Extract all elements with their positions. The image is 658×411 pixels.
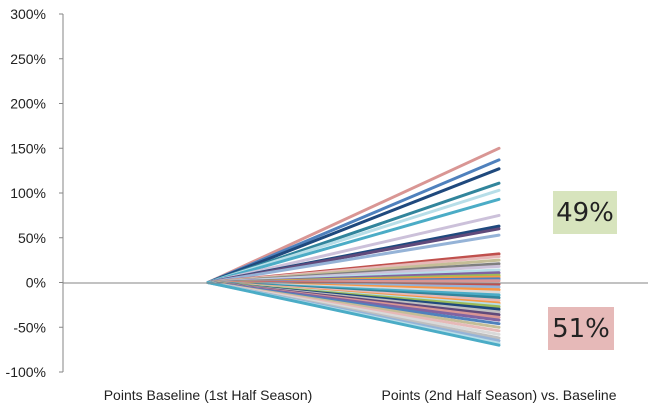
y-tick-label: 50% (18, 230, 46, 246)
y-tick-label: -50% (13, 319, 46, 335)
negative-share-annotation: 51% (548, 307, 614, 350)
y-tick-label: 0% (26, 275, 46, 291)
y-tick-label: 200% (10, 96, 46, 112)
y-tick-label: 150% (10, 140, 46, 156)
category-label-second-half: Points (2nd Half Season) vs. Baseline (381, 387, 616, 403)
y-tick-label: 100% (10, 185, 46, 201)
y-tick-label: 250% (10, 51, 46, 67)
series-line-44 (206, 281, 501, 347)
category-label-baseline: Points Baseline (1st Half Season) (104, 387, 313, 403)
series-line-10 (206, 233, 501, 284)
positive-share-annotation: 49% (553, 191, 617, 234)
y-axis-ticks: 300% 250% 200% 150% 100% 50% 0% -50% -100% (6, 6, 63, 380)
series-line-1 (206, 146, 501, 284)
y-tick-label: 300% (10, 6, 46, 22)
series-line-7 (206, 213, 501, 284)
series-lines (206, 146, 501, 347)
y-tick-label: -100% (6, 364, 46, 380)
series-line-6 (206, 197, 501, 284)
series-line-3 (206, 167, 501, 284)
